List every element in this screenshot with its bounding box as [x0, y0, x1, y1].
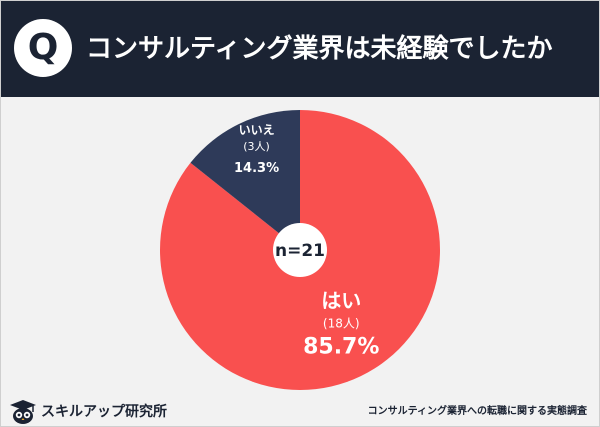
q-letter: Q — [27, 27, 59, 68]
slice-count-1: (3人) — [243, 140, 270, 153]
header-banner: Q コンサルティング業界は未経験でしたか — [1, 1, 599, 97]
slice-label-0: はい — [321, 289, 361, 313]
survey-source: コンサルティング業界への転職に関する実態調査 — [367, 406, 587, 417]
brand-name: スキルアップ研究所 — [41, 404, 167, 420]
pie-chart: n=21 はい (18人) 85.7% いいえ (3人) 14.3% — [160, 110, 441, 390]
slice-percent-1: 14.3% — [234, 161, 279, 176]
slice-label-1: いいえ — [239, 123, 275, 137]
pie-center-label: n=21 — [275, 241, 325, 261]
owl-graduate-icon — [10, 400, 36, 424]
chart-area: n=21 はい (18人) 85.7% いいえ (3人) 14.3% — [1, 97, 599, 397]
brand-logo: スキルアップ研究所 — [9, 399, 189, 425]
slice-count-0: (18人) — [323, 317, 360, 331]
q-badge: Q — [14, 19, 72, 77]
chart-title: コンサルティング業界は未経験でしたか — [86, 34, 553, 64]
slice-percent-0: 85.7% — [303, 335, 379, 360]
pie-slice-1 — [190, 110, 300, 250]
pie-center-hole — [273, 223, 327, 277]
